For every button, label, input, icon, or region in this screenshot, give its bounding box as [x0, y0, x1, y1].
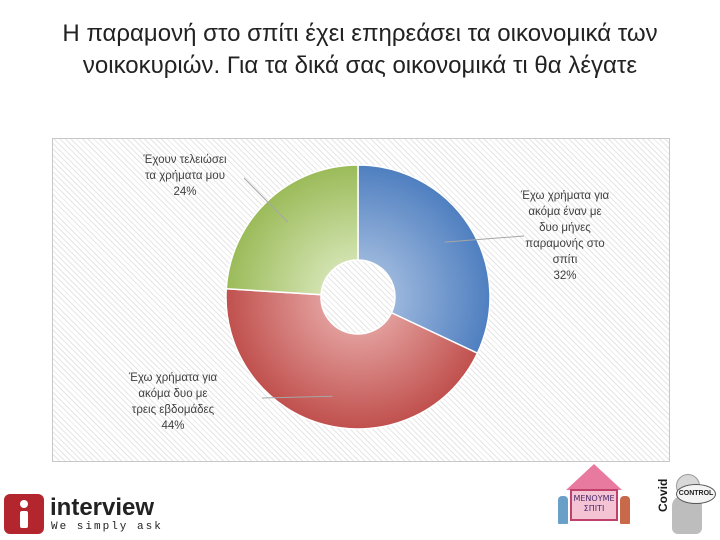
- slice-label-0-text: Έχω χρήματα για ακόμα έναν με δυο μήνες παρ…: [500, 188, 630, 268]
- slice-label-0: Έχω χρήματα για ακόμα έναν με δυο μήνες παρ…: [500, 188, 630, 284]
- chart-title: Η παραμονή στο σπίτι έχει επηρεάσει τα ο…: [20, 18, 700, 82]
- mascot-vertical-text: Covid: [656, 478, 670, 512]
- slice-label-0-line-1: ακόμα έναν με: [528, 206, 602, 218]
- slice-label-2-text: Έχουν τελειώσει τα χρήματα μου: [120, 152, 250, 184]
- slice-label-2-line-1: τα χρήματα μου: [144, 170, 225, 182]
- slice-label-1-text: Έχω χρήματα για ακόμα δυο με τρεις εβδομάδ…: [108, 370, 238, 418]
- house-icon: [566, 464, 622, 490]
- slice-label-1-value: 44%: [161, 420, 185, 432]
- leader-line-0: [444, 235, 525, 243]
- slice-label-2-line-0: Έχουν τελειώσει: [143, 154, 227, 166]
- slice-label-0-line-0: Έχω χρήματα για: [520, 190, 610, 202]
- slice-label-0-line-3: παραμονής στο: [525, 238, 605, 250]
- slice-label-1-line-2: τρεις εβδομάδες: [131, 404, 215, 416]
- leader-line-2: [243, 177, 289, 223]
- slice-label-2: Έχουν τελειώσει τα χρήματα μου 24%: [120, 152, 250, 200]
- badge-text: ΜΕΝΟΥΜΕ ΣΠΙΤΙ: [573, 494, 615, 513]
- donut-slice-0: [357, 164, 491, 355]
- donut-slice-1: [225, 287, 479, 430]
- leader-line-1: [261, 395, 333, 399]
- slice-label-1-line-0: Έχω χρήματα για: [128, 372, 218, 384]
- slice-label-0-line-2: δυο μήνες: [539, 222, 591, 234]
- mascot-sign: CONTROL: [676, 484, 716, 504]
- slice-label-1: Έχω χρήματα για ακόμα δυο με τρεις εβδομάδ…: [108, 370, 238, 434]
- title-line-2: νοικοκυριών. Για τα δικά σας οικονομικά …: [82, 52, 638, 79]
- donut-slice-2: [225, 164, 359, 296]
- interview-logo: interview We simply ask: [4, 494, 174, 534]
- info-icon: [4, 494, 44, 534]
- stay-home-badge: ΜΕΝΟΥΜΕ ΣΠΙΤΙ: [556, 462, 632, 536]
- slice-label-2-value: 24%: [173, 186, 197, 198]
- slice-label-0-value: 32%: [553, 270, 577, 282]
- logo-tagline: We simply ask: [51, 521, 163, 533]
- title-line-1: Η παραμονή στο σπίτι έχει επηρεάσει τα ο…: [62, 20, 658, 47]
- slice-label-0-line-4: σπίτι: [552, 254, 578, 266]
- logo-name: interview: [50, 494, 155, 521]
- slice-label-1-line-1: ακόμα δυο με: [138, 388, 208, 400]
